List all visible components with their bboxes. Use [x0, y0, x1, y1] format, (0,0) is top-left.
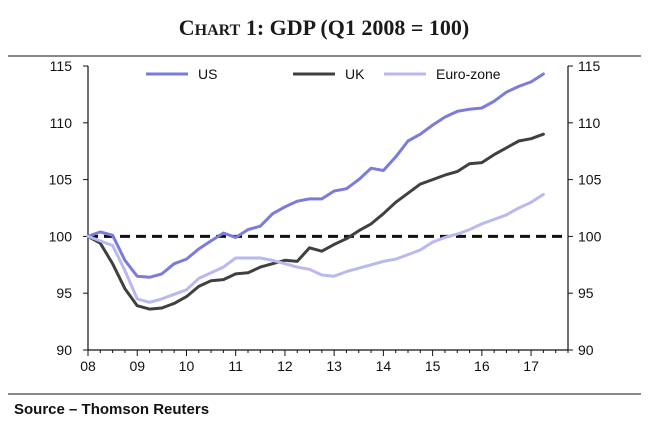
legend: US UK Euro-zone — [146, 66, 501, 82]
series-line-us — [86, 72, 545, 279]
series-line-euro-zone — [86, 192, 545, 304]
y-tick-label-right: 100 — [578, 228, 602, 244]
y-tick-label-left: 100 — [49, 228, 73, 244]
y-tick-label-right: 110 — [578, 115, 601, 131]
x-tick-label: 12 — [277, 358, 293, 374]
y-tick-label-right: 95 — [578, 285, 594, 301]
x-tick-label: 11 — [228, 358, 243, 374]
x-tick-label: 08 — [80, 358, 96, 374]
axes: 90 95 100 105 110 115 90 95 100 105 110 115 08 09 10 11… — [49, 58, 602, 374]
x-tick-label: 17 — [523, 358, 539, 374]
x-tick-label: 10 — [179, 358, 195, 374]
y-tick-label-left: 115 — [50, 58, 73, 74]
source-note: Source – Thomson Reuters — [14, 401, 209, 418]
y-tick-label-right: 90 — [578, 342, 594, 358]
y-tick-label-right: 105 — [578, 172, 602, 188]
y-tick-label-left: 110 — [50, 115, 73, 131]
series-group — [86, 72, 545, 311]
x-tick-label: 16 — [474, 358, 490, 374]
series-line-uk — [86, 132, 545, 311]
x-tick-label: 14 — [376, 358, 392, 374]
legend-label-us: US — [198, 66, 217, 82]
y-tick-label-left: 95 — [56, 285, 72, 301]
y-tick-label-left: 90 — [56, 342, 72, 358]
x-tick-label: 13 — [326, 358, 342, 374]
chart-title: CHART 1: GDP (Q1 2008 = 100) — [179, 15, 469, 40]
x-tick-label: 15 — [425, 358, 441, 374]
y-tick-label-right: 115 — [578, 58, 601, 74]
legend-label-uk: UK — [345, 66, 365, 82]
y-tick-label-left: 105 — [49, 172, 73, 188]
x-tick-label: 09 — [129, 358, 145, 374]
legend-label-euro-zone: Euro-zone — [436, 66, 501, 82]
